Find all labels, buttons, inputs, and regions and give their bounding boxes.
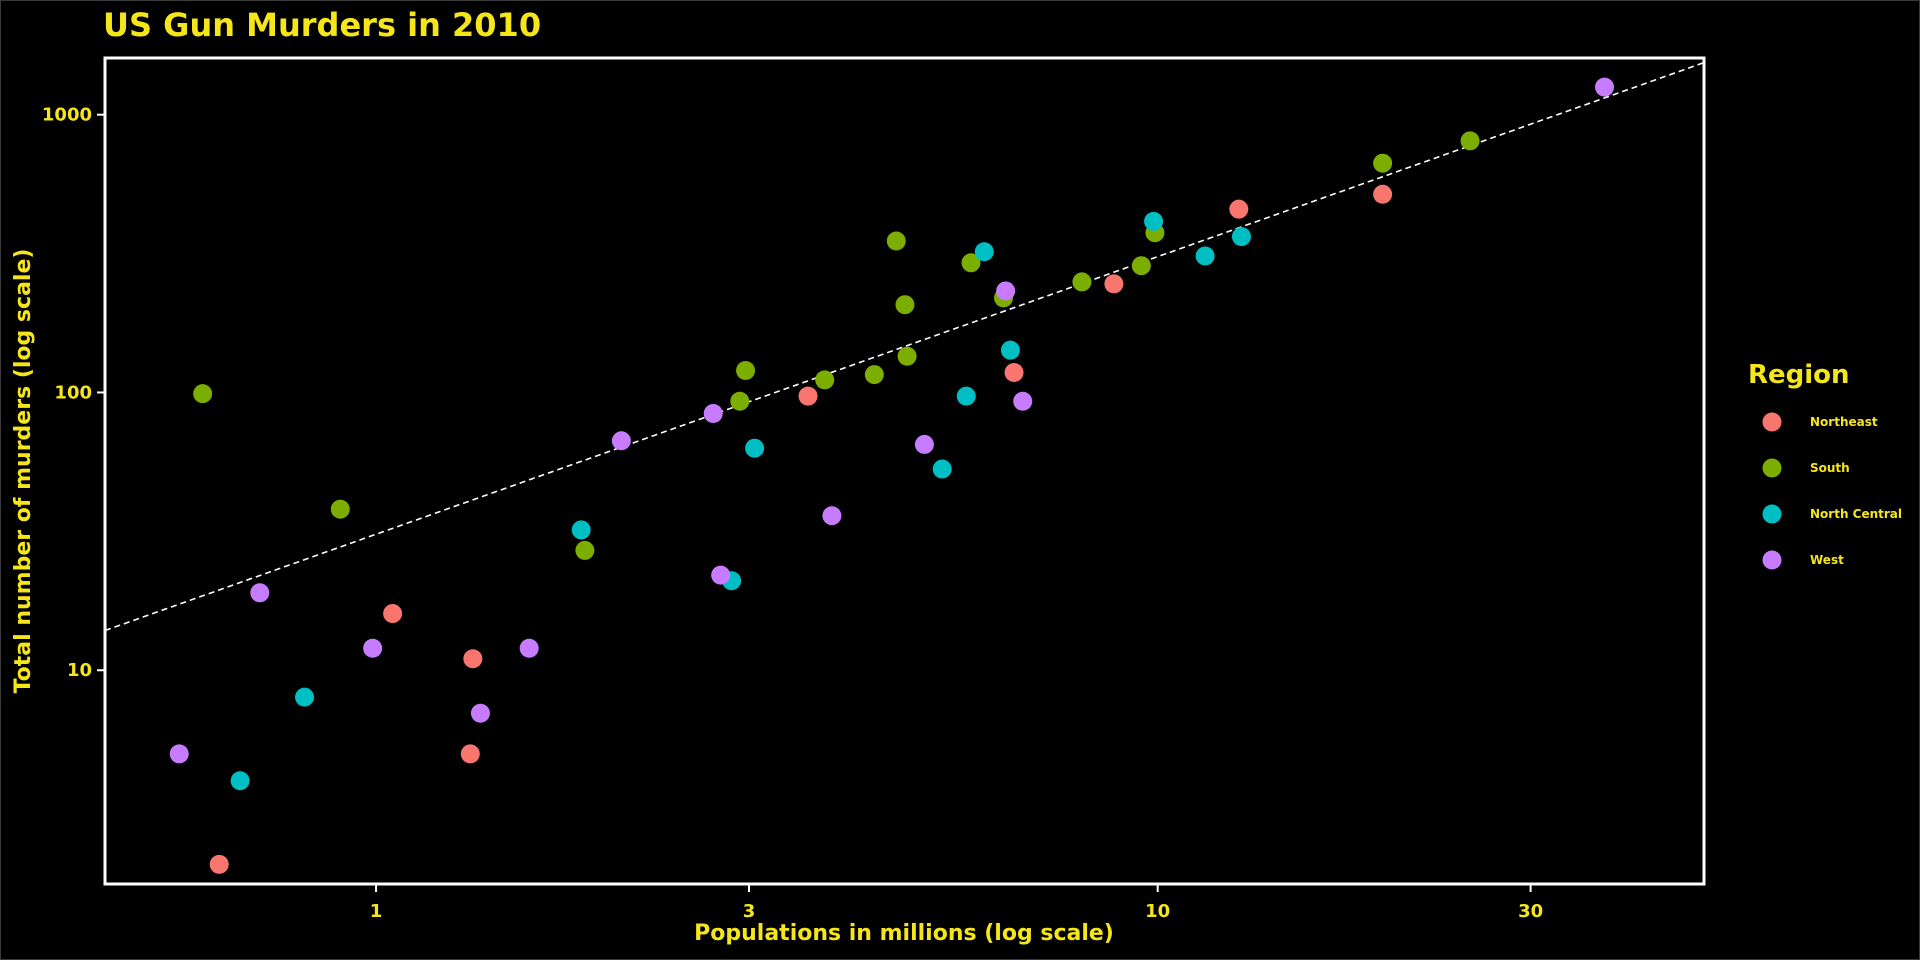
data-point-west: [822, 506, 842, 526]
data-point-northeast: [1373, 184, 1393, 204]
data-point-south: [1131, 256, 1151, 276]
data-point-west: [703, 404, 723, 424]
x-tick-label: 30: [1518, 901, 1543, 922]
data-point-north-central: [932, 459, 952, 479]
data-point-south: [897, 346, 917, 366]
data-point-south: [815, 370, 835, 390]
data-point-west: [363, 638, 383, 658]
data-point-northeast: [1104, 274, 1124, 294]
data-point-north-central: [1144, 211, 1164, 231]
legend-key-northeast: [1762, 412, 1782, 432]
data-point-north-central: [974, 242, 994, 262]
data-point-south: [895, 295, 915, 315]
data-point-west: [996, 281, 1016, 301]
data-point-northeast: [1004, 363, 1024, 383]
y-axis: 10 100 1000: [42, 105, 104, 681]
legend-key-west: [1762, 550, 1782, 570]
data-point-northeast: [463, 649, 483, 669]
data-point-south: [1460, 131, 1480, 151]
reference-line-layer: [104, 61, 1705, 632]
data-point-south: [886, 231, 906, 251]
legend-label-northeast: Northeast: [1810, 415, 1878, 429]
data-point-south: [1373, 153, 1393, 173]
data-point-north-central: [295, 687, 315, 707]
data-point-west: [711, 565, 731, 585]
data-point-northeast: [1229, 199, 1249, 219]
data-point-south: [330, 499, 350, 519]
x-tick-label: 10: [1145, 901, 1170, 922]
y-tick-label: 100: [54, 382, 92, 403]
data-point-west: [1595, 77, 1615, 97]
y-tick-label: 10: [67, 660, 92, 681]
data-point-west: [169, 744, 189, 764]
data-point-north-central: [956, 386, 976, 406]
data-point-west: [611, 431, 631, 451]
data-point-west: [1013, 391, 1033, 411]
chart-title: US Gun Murders in 2010: [103, 6, 541, 44]
legend-title: Region: [1748, 360, 1850, 390]
x-tick-label: 1: [370, 901, 383, 922]
data-point-north-central: [1195, 246, 1215, 266]
data-point-south: [736, 360, 756, 380]
legend-label-south: South: [1810, 461, 1850, 475]
legend-label-west: West: [1810, 553, 1844, 567]
legend-label-north-central: North Central: [1810, 507, 1902, 521]
data-point-west: [519, 638, 539, 658]
legend-key-north-central: [1762, 504, 1782, 524]
data-point-north-central: [745, 438, 765, 458]
data-point-south: [193, 384, 213, 404]
data-point-west: [470, 703, 490, 723]
data-point-south: [730, 391, 750, 411]
x-tick-label: 3: [743, 901, 756, 922]
data-point-west: [914, 434, 934, 454]
data-point-northeast: [798, 386, 818, 406]
x-axis: 1 3 10 30: [370, 885, 1543, 922]
data-point-north-central: [230, 771, 250, 791]
data-point-north-central: [571, 520, 591, 540]
data-point-northeast: [383, 604, 403, 624]
regression-line: [104, 61, 1705, 632]
y-axis-title: Total number of murders (log scale): [11, 249, 36, 694]
data-point-south: [575, 540, 595, 560]
data-point-west: [250, 583, 270, 603]
plot-panel-border: [103, 56, 1706, 886]
legend: Region Northeast South North Central West: [1748, 360, 1902, 570]
data-point-south: [961, 253, 981, 273]
x-axis-title: Populations in millions (log scale): [694, 921, 1114, 946]
data-point-northeast: [460, 744, 480, 764]
data-point-south: [864, 365, 884, 385]
data-point-south: [1072, 272, 1092, 292]
legend-key-south: [1762, 458, 1782, 478]
data-point-north-central: [1231, 227, 1251, 247]
data-point-north-central: [1000, 340, 1020, 360]
y-tick-label: 1000: [42, 105, 92, 126]
data-points-layer: [169, 77, 1615, 874]
data-point-northeast: [209, 854, 229, 874]
